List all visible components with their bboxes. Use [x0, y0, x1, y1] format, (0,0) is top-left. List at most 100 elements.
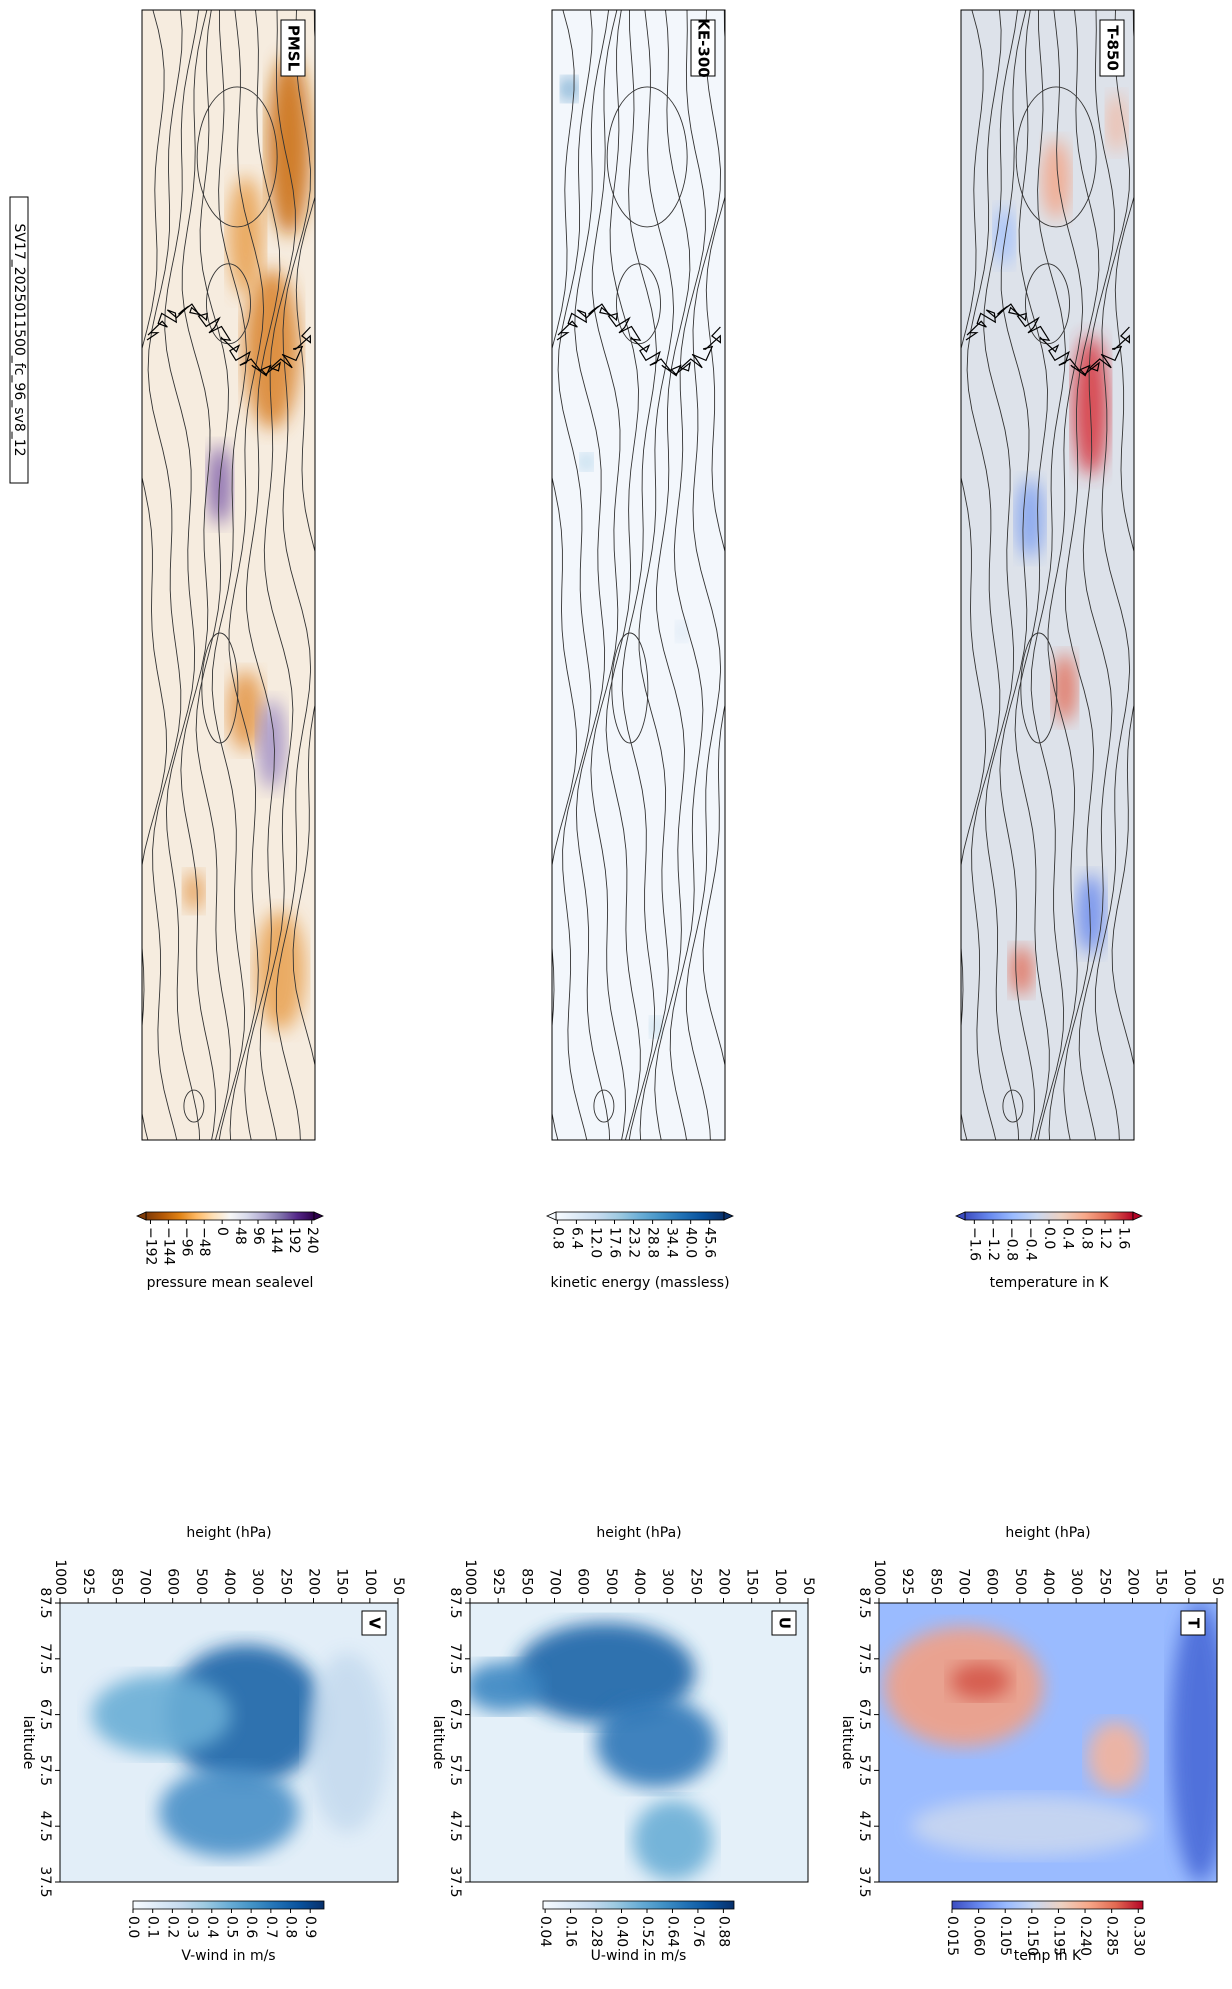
contour-field — [60, 1603, 398, 1882]
x-tick-label: 100 — [1181, 1568, 1197, 1595]
x-tick-label: 300 — [249, 1568, 265, 1595]
colorbar-tick-label: 0.28 — [588, 1916, 604, 1947]
colorbar-tick-label: 0.3 — [184, 1916, 200, 1938]
colorbar-tick-label: 0 — [214, 1227, 230, 1236]
y-tick-label: 37.5 — [447, 1866, 463, 1897]
contour-line — [1047, 10, 1084, 1140]
contour-line — [961, 10, 987, 1140]
x-tick-label: 250 — [1096, 1568, 1112, 1595]
contour-line — [211, 10, 247, 1140]
x-tick-label: 700 — [137, 1568, 153, 1595]
colorbar-tick-label: 0.0 — [125, 1916, 141, 1938]
x-tick-label: 100 — [362, 1568, 378, 1595]
panel-label: U — [776, 1617, 794, 1629]
contour-line — [1015, 86, 1097, 228]
field-blob — [159, 1767, 299, 1858]
colorbar-tick-label: 0.330 — [1130, 1916, 1146, 1956]
colorbar-extend — [546, 1211, 557, 1221]
field-blob — [1076, 874, 1105, 954]
colorbar-tick-label: 144 — [268, 1227, 284, 1254]
panel-label-box — [1099, 19, 1125, 77]
colorbar — [542, 1900, 735, 1910]
x-tick-label: 100 — [772, 1568, 788, 1595]
x-tick-label: 600 — [165, 1568, 181, 1595]
contour-line — [244, 10, 281, 1140]
contour-line — [574, 10, 611, 1140]
colorbar-tick-label: 0.1 — [145, 1916, 161, 1938]
field-blob — [1087, 1721, 1144, 1792]
map-field — [142, 10, 315, 1140]
colorbar-label: U-wind in m/s — [591, 1948, 687, 1964]
colorbar-label: V-wind in m/s — [181, 1948, 275, 1964]
map-frame — [141, 9, 316, 1141]
colorbar-tick-label: −1.6 — [966, 1227, 982, 1261]
colorbar-tick-label: 12.0 — [587, 1227, 603, 1258]
x-tick-label: 250 — [277, 1568, 293, 1595]
colorbar-extend — [1132, 1211, 1143, 1221]
field-blob — [267, 55, 312, 236]
y-tick-label: 47.5 — [856, 1811, 872, 1842]
contour-line — [593, 1089, 615, 1123]
x-tick-label: 1000 — [52, 1559, 68, 1595]
contour-line — [1094, 10, 1131, 1140]
field-blob — [257, 699, 286, 790]
colorbar-tick-label: 0.5 — [223, 1916, 239, 1938]
colorbar-tick-label: 0.52 — [639, 1916, 655, 1947]
colorbar-tick-label: 0.285 — [1104, 1916, 1120, 1956]
field-blob — [1106, 93, 1127, 153]
field-blob — [675, 621, 688, 642]
field-blob — [91, 1674, 232, 1755]
x-tick-label: 850 — [518, 1568, 534, 1595]
contour-line — [638, 10, 675, 1140]
x-tick-label: 200 — [306, 1568, 322, 1595]
colorbar-tick-label: −192 — [142, 1227, 158, 1265]
field-blob — [1170, 1603, 1217, 1882]
colorbar-tick-label: 0.64 — [664, 1916, 680, 1947]
panel-label-box — [771, 1610, 797, 1636]
x-tick-label: 400 — [221, 1568, 237, 1595]
x-tick-label: 500 — [603, 1568, 619, 1595]
field-blob — [307, 1652, 388, 1833]
field-blob — [1009, 945, 1034, 996]
colorbar-tick-label: 0.16 — [563, 1916, 579, 1947]
panel-label: T-850 — [1104, 25, 1122, 71]
x-tick-label: 250 — [687, 1568, 703, 1595]
x-tick-label: 925 — [490, 1568, 506, 1595]
y-tick-label: 57.5 — [37, 1755, 53, 1786]
x-tick-label: 150 — [744, 1568, 760, 1595]
figure-title: SV17_2025011500_fc_96_sv8_12 — [11, 223, 27, 456]
y-tick-label: 87.5 — [856, 1587, 872, 1618]
contour-line — [983, 10, 1020, 1140]
colorbar-tick-label: 0.8 — [1078, 1227, 1094, 1249]
contour-line — [201, 632, 239, 744]
x-tick-label: 850 — [927, 1568, 943, 1595]
x-tick-label: 50 — [390, 1577, 406, 1595]
colorbar-tick-label: 0.7 — [263, 1916, 279, 1938]
colorbar-tick-label: 0.4 — [204, 1916, 220, 1938]
contour-line — [183, 1089, 205, 1123]
colorbar-tick-label: 17.6 — [606, 1227, 622, 1258]
colorbar-tick-label: 0.015 — [944, 1916, 960, 1956]
x-tick-label: 500 — [193, 1568, 209, 1595]
y-tick-label: 77.5 — [447, 1643, 463, 1674]
y-tick-label: 77.5 — [856, 1643, 872, 1674]
colorbar-tick-label: 6.4 — [568, 1227, 584, 1249]
field-blob — [595, 1697, 716, 1788]
colorbar-extend — [136, 1211, 147, 1221]
colorbar-tick-label: 0.0 — [1041, 1227, 1057, 1249]
colorbar-tick-label: 34.4 — [664, 1227, 680, 1258]
x-tick-label: 600 — [575, 1568, 591, 1595]
title-box — [9, 196, 29, 484]
x-tick-label: 1000 — [462, 1559, 478, 1595]
y-axis-label: latitude — [430, 1716, 446, 1770]
field-blob — [183, 871, 204, 912]
colorbar — [951, 1900, 1144, 1910]
colorbar-tick-label: 192 — [286, 1227, 302, 1254]
panel-label-box — [1180, 1610, 1206, 1636]
panel-label-box — [361, 1610, 387, 1636]
colorbar-label: kinetic energy (massless) — [550, 1275, 729, 1291]
x-tick-label: 500 — [1012, 1568, 1028, 1595]
colorbar-tick-label: 0.150 — [1024, 1916, 1040, 1956]
contour-line — [590, 10, 626, 1140]
contour-line — [228, 10, 265, 1140]
